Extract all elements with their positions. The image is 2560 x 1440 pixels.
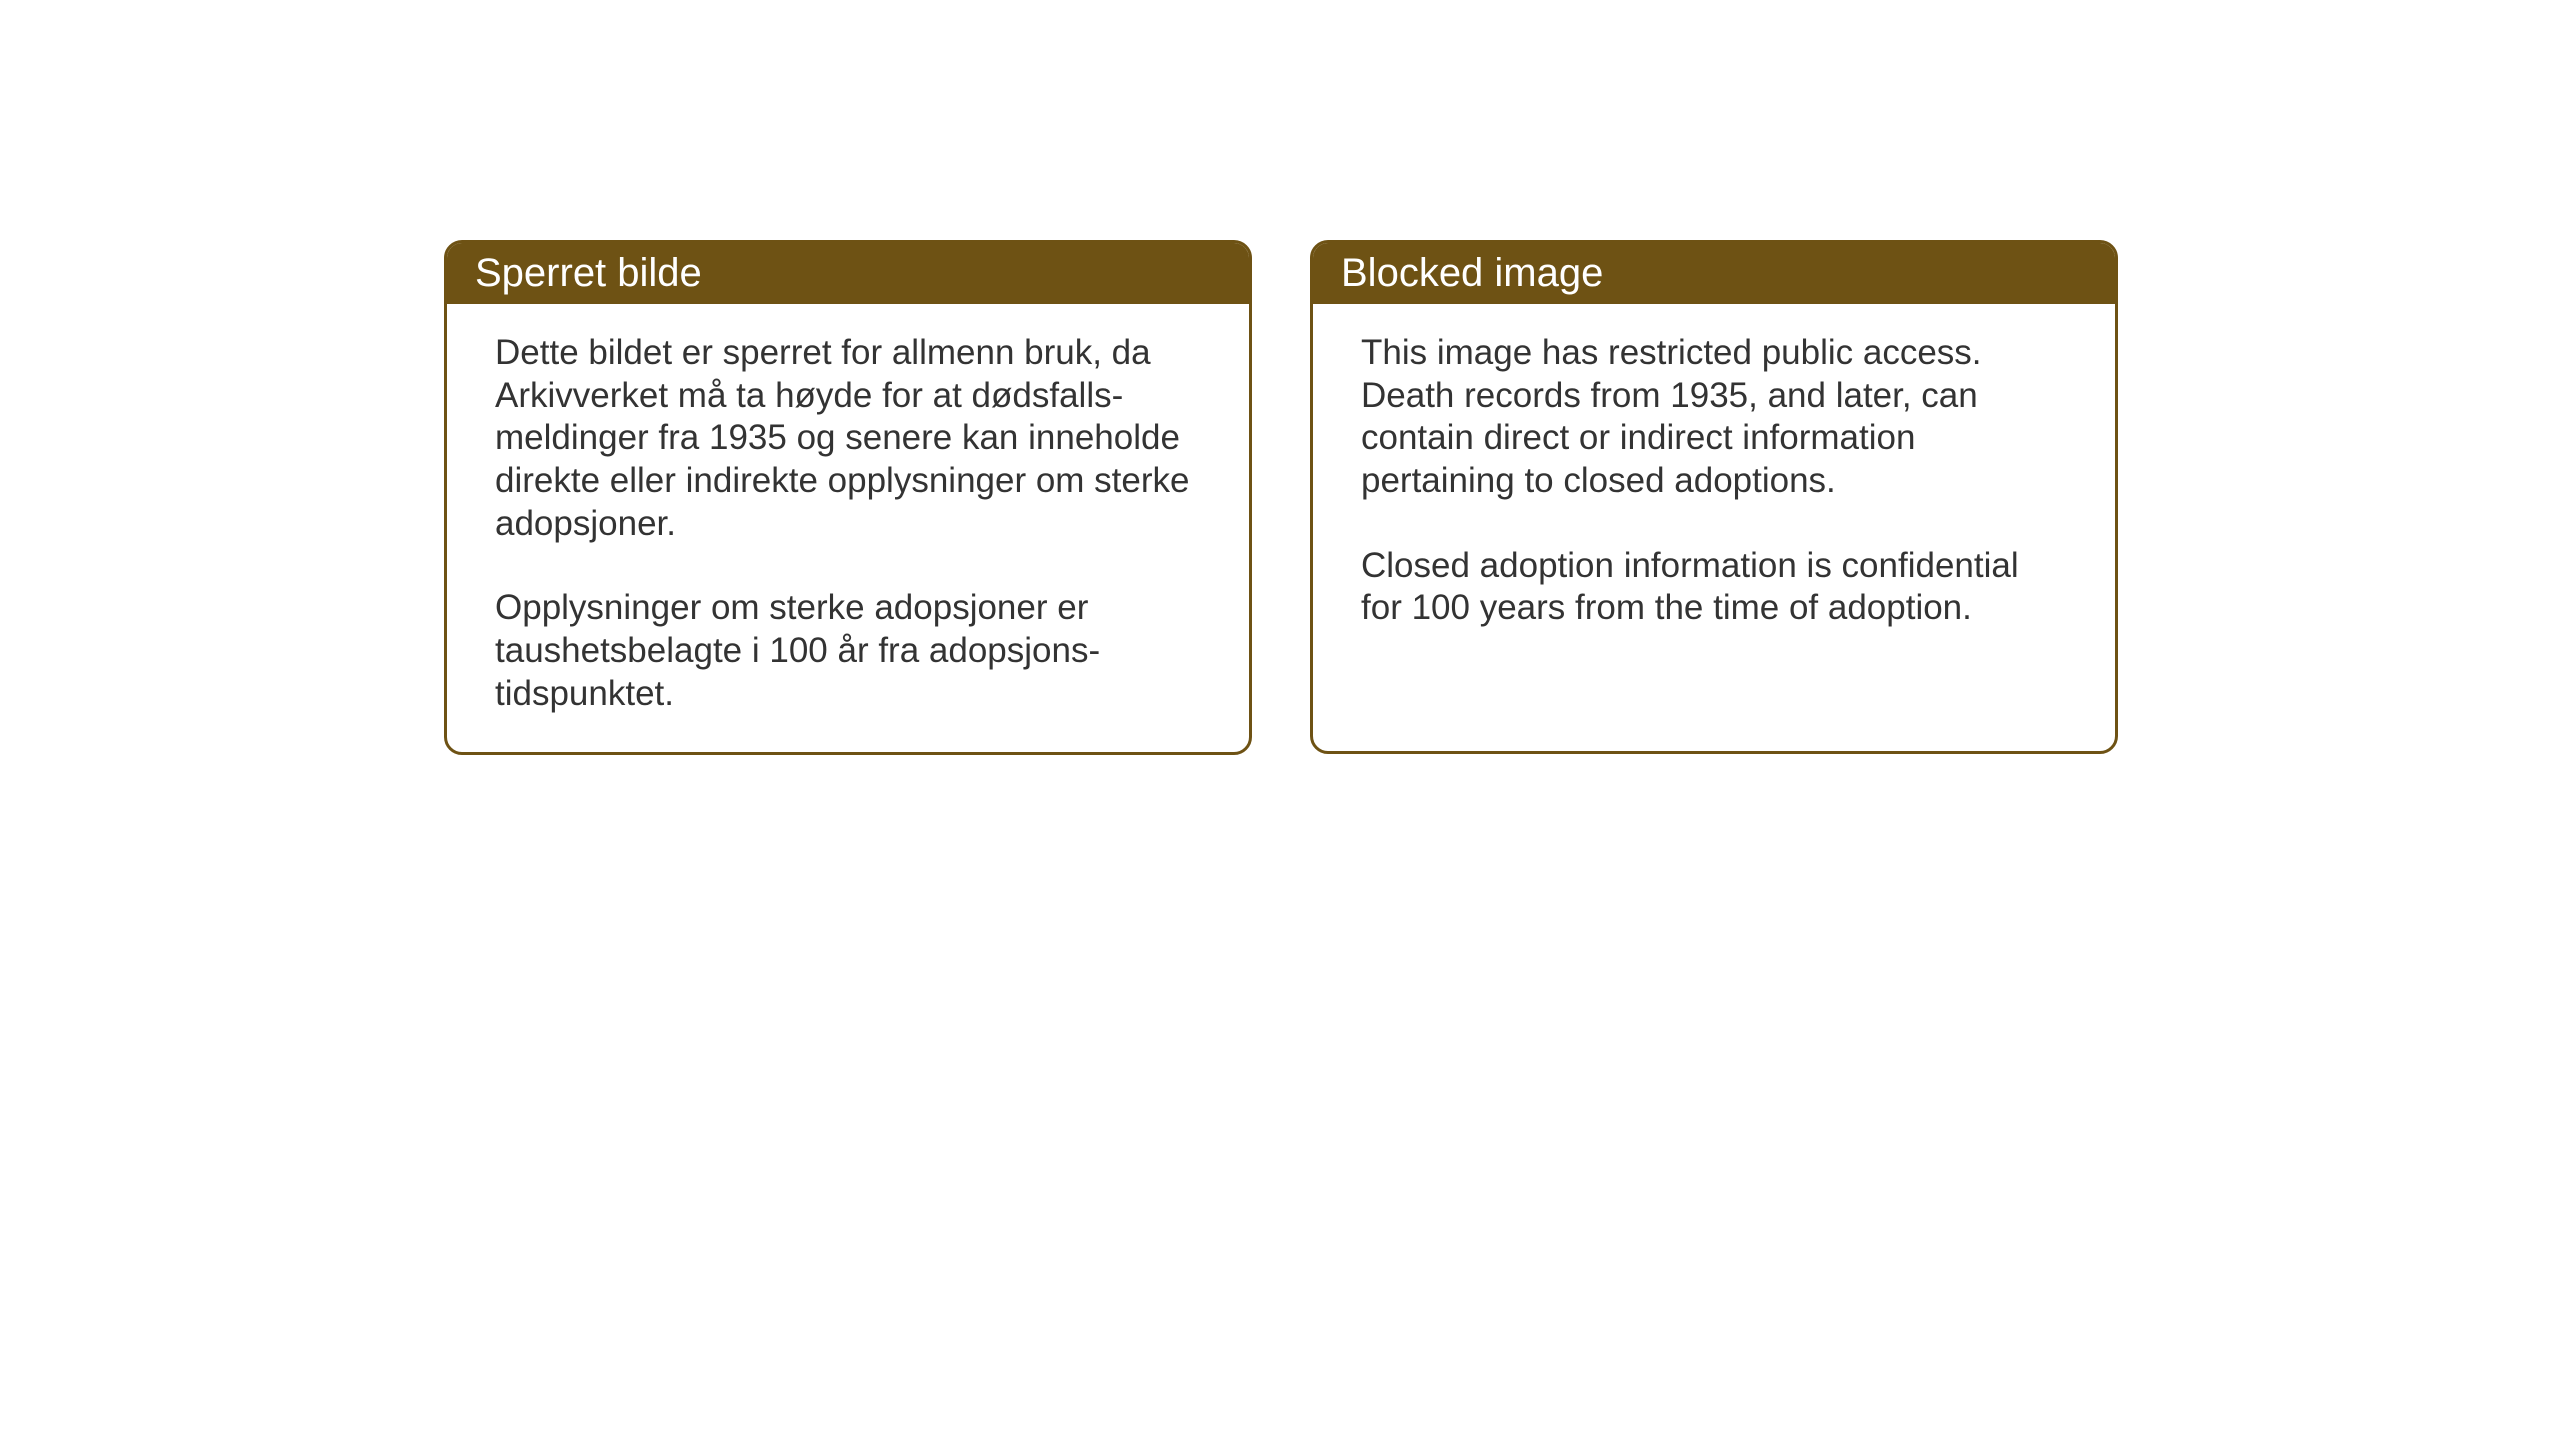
notice-card-norwegian: Sperret bilde Dette bildet er sperret fo… (444, 240, 1252, 755)
card-paragraph-1-english: This image has restricted public access.… (1361, 332, 2067, 503)
card-header-english: Blocked image (1313, 243, 2115, 304)
card-paragraph-1-norwegian: Dette bildet er sperret for allmenn bruk… (495, 332, 1201, 545)
card-body-norwegian: Dette bildet er sperret for allmenn bruk… (447, 304, 1249, 752)
card-body-english: This image has restricted public access.… (1313, 304, 2115, 666)
card-paragraph-2-english: Closed adoption information is confident… (1361, 545, 2067, 630)
notice-card-english: Blocked image This image has restricted … (1310, 240, 2118, 754)
card-paragraph-2-norwegian: Opplysninger om sterke adopsjoner er tau… (495, 587, 1201, 715)
notice-container: Sperret bilde Dette bildet er sperret fo… (444, 240, 2118, 755)
card-title-english: Blocked image (1341, 251, 1603, 295)
card-title-norwegian: Sperret bilde (475, 251, 702, 295)
card-header-norwegian: Sperret bilde (447, 243, 1249, 304)
